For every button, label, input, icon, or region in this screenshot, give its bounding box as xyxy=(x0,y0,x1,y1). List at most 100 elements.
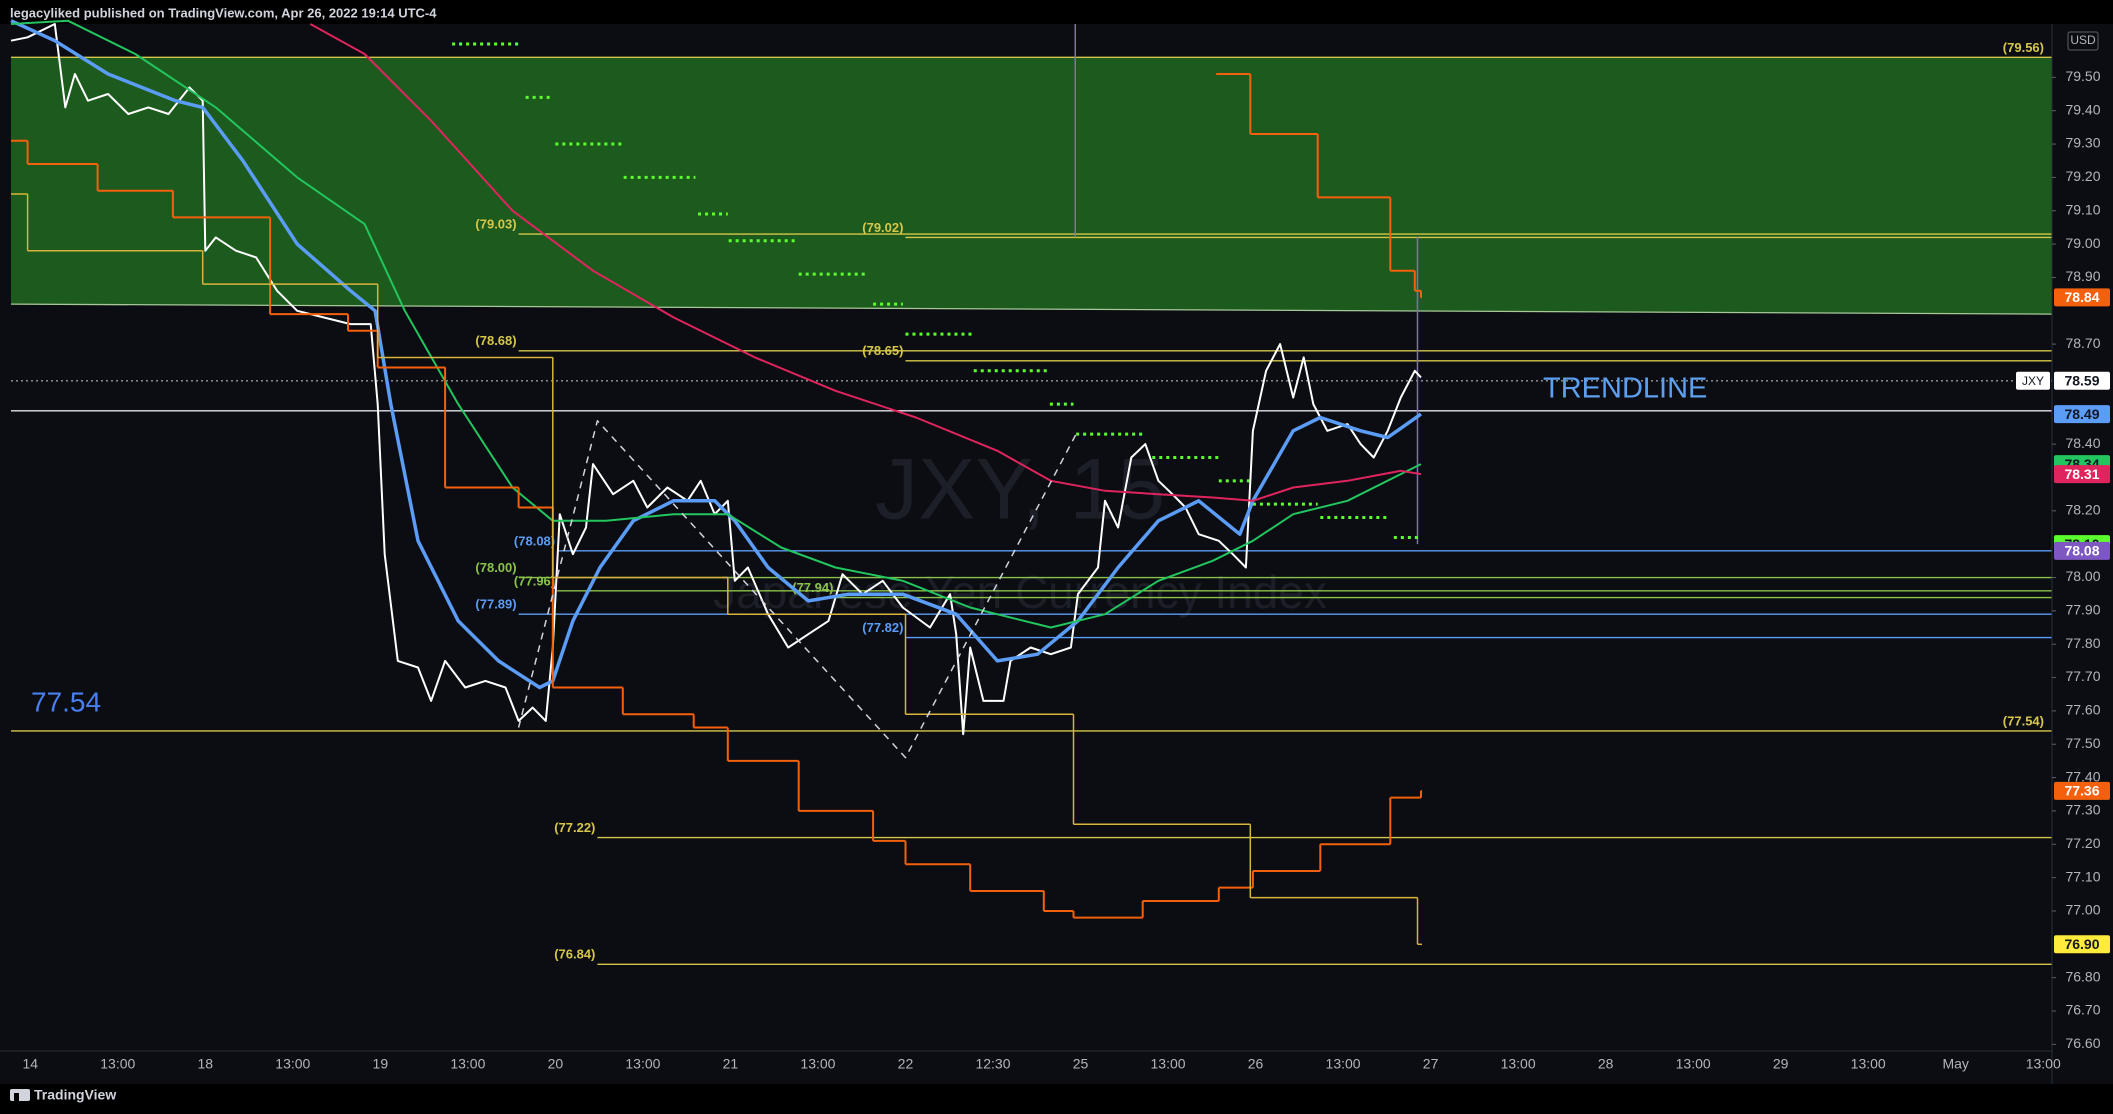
footer-bar xyxy=(0,1084,2113,1114)
y-tick-label: 78.40 xyxy=(2065,435,2100,451)
zone xyxy=(11,57,2052,315)
y-tick-label: 79.10 xyxy=(2065,201,2100,217)
plot: (79.56) (79.03) (79.02) (78.68) (78.65) (78.0… xyxy=(10,19,2053,966)
series-line xyxy=(517,420,1077,759)
x-tick-label: 22 xyxy=(898,1056,914,1072)
time-axis xyxy=(0,1051,2052,1084)
step-connector xyxy=(1249,74,1422,298)
y-tick-label: 76.70 xyxy=(2065,1002,2100,1018)
level-label: (78.65) xyxy=(862,343,903,358)
level-label: (77.54) xyxy=(2003,713,2044,728)
price-badge xyxy=(2054,371,2110,390)
symbol-badge-label: JXY xyxy=(2022,374,2044,388)
x-tick-label: 13:00 xyxy=(1851,1056,1886,1072)
x-tick-label: 25 xyxy=(1073,1056,1089,1072)
price-badge xyxy=(2054,935,2110,954)
y-tick-label: 77.50 xyxy=(2065,735,2100,751)
series-line xyxy=(309,23,1422,502)
price-badge-label: 76.90 xyxy=(2064,936,2099,952)
y-tick-label: 79.20 xyxy=(2065,168,2100,184)
x-tick-label: 14 xyxy=(22,1056,38,1072)
x-tick-label: 13:00 xyxy=(1676,1056,1711,1072)
y-tick-label: 76.60 xyxy=(2065,1035,2100,1051)
level-label: (78.08) xyxy=(514,533,555,548)
x-tick-label: 13:00 xyxy=(625,1056,660,1072)
y-tick-label: 77.30 xyxy=(2065,802,2100,818)
x-tick-label: 13:00 xyxy=(100,1056,135,1072)
axes: 79.50 79.40 79.30 79.20 79.10 79.00 78.90 78.70… xyxy=(0,24,2113,1084)
x-tick-label: 26 xyxy=(1248,1056,1264,1072)
footer-logo xyxy=(10,1089,30,1101)
currency-badge xyxy=(2067,31,2099,51)
level-label: (76.84) xyxy=(554,947,595,962)
price-badge-label: 78.49 xyxy=(2064,406,2099,422)
level-label: (78.68) xyxy=(475,333,516,348)
level-note: 77.54 xyxy=(31,686,101,717)
logo-cut xyxy=(14,1093,19,1101)
level-label: (77.94) xyxy=(792,580,833,595)
y-tick-label: 77.20 xyxy=(2065,835,2100,851)
level-label: (78.00) xyxy=(475,560,516,575)
level-label: (79.02) xyxy=(862,220,903,235)
y-tick-label: 77.40 xyxy=(2065,768,2100,784)
watermark-description: Japanese Yen Currency Index xyxy=(713,566,1327,618)
y-tick-label: 79.40 xyxy=(2065,101,2100,117)
x-tick-label: 27 xyxy=(1423,1056,1439,1072)
symbol-badge xyxy=(2016,371,2050,390)
x-tick-label: 13:00 xyxy=(1501,1056,1536,1072)
y-tick-label: 77.90 xyxy=(2065,602,2100,618)
price-badge-label: 78.84 xyxy=(2064,289,2099,305)
x-tick-label: 21 xyxy=(723,1056,739,1072)
x-tick-label: 13:00 xyxy=(800,1056,835,1072)
y-tick-label: 77.60 xyxy=(2065,702,2100,718)
price-badge xyxy=(2054,465,2110,484)
x-tick-label: 13:00 xyxy=(1151,1056,1186,1072)
overlay: TRENDLINE 77.54 xyxy=(31,373,1707,718)
level-label: (79.03) xyxy=(475,217,516,232)
price-badge-label: 78.08 xyxy=(2064,543,2099,559)
logo-mark xyxy=(10,1089,30,1101)
header: legacyliked published on TradingView.com… xyxy=(10,5,437,20)
y-tick-label: 78.00 xyxy=(2065,568,2100,584)
step-connector xyxy=(26,194,1419,945)
x-tick-label: 13:00 xyxy=(2026,1056,2061,1072)
x-tick-label: 13:00 xyxy=(275,1056,310,1072)
price-badge xyxy=(2054,288,2110,307)
y-tick-label: 77.80 xyxy=(2065,635,2100,651)
y-tick-label: 77.70 xyxy=(2065,668,2100,684)
price-badge-label: 78.59 xyxy=(2064,372,2099,388)
y-tick-label: 77.10 xyxy=(2065,868,2100,884)
currency: USD xyxy=(2070,33,2096,47)
y-tick-label: 79.50 xyxy=(2065,68,2100,84)
zone-edge xyxy=(10,303,2053,315)
x-tick-label: 12:30 xyxy=(975,1056,1010,1072)
x-tick-label: 13:00 xyxy=(450,1056,485,1072)
price-badge-label: 77.36 xyxy=(2064,783,2099,799)
price-badge xyxy=(2054,405,2110,424)
watermark-symbol: JXY, 15 xyxy=(875,442,1165,538)
level-label: (77.89) xyxy=(475,597,516,612)
x-tick-label: 28 xyxy=(1598,1056,1614,1072)
x-tick-label: 29 xyxy=(1773,1056,1789,1072)
y-tick-label: 78.20 xyxy=(2065,502,2100,518)
y-tick-label: 79.30 xyxy=(2065,135,2100,151)
level-label: (79.56) xyxy=(2003,40,2044,55)
y-tick-label: 76.80 xyxy=(2065,968,2100,984)
price-badge-label: 78.31 xyxy=(2064,466,2099,482)
level-label: (77.22) xyxy=(554,820,595,835)
trendline-note: TRENDLINE xyxy=(1543,373,1707,405)
y-tick-label: 78.70 xyxy=(2065,335,2100,351)
level-label: (77.96) xyxy=(514,573,555,588)
price-badge xyxy=(2054,781,2110,800)
y-tick-label: 79.00 xyxy=(2065,235,2100,251)
x-tick-label: 20 xyxy=(548,1056,564,1072)
x-tick-label: May xyxy=(1942,1056,1968,1072)
price-badge xyxy=(2054,541,2110,560)
y-tick-label: 77.00 xyxy=(2065,902,2100,918)
level-label: (77.82) xyxy=(862,620,903,635)
x-tick-label: 18 xyxy=(198,1056,214,1072)
x-tick-label: 13:00 xyxy=(1326,1056,1361,1072)
footer: TradingView xyxy=(34,1087,116,1103)
